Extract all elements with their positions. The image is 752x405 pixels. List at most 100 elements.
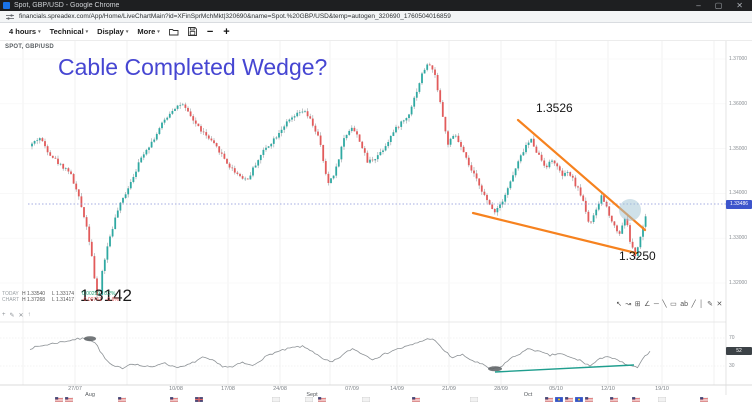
price-axis-label: 1.34000	[729, 190, 748, 197]
draw-tool-icon[interactable]: ✕	[716, 301, 723, 308]
us-flag-icon[interactable]	[65, 397, 73, 402]
plain-flag-icon[interactable]	[272, 397, 280, 402]
plain-flag-icon[interactable]	[305, 397, 313, 402]
wedge-bottom-price-label: 1.3250	[619, 249, 656, 263]
date-axis-label: 14/09	[390, 386, 404, 392]
plain-flag-icon[interactable]	[658, 397, 666, 402]
us-flag-icon[interactable]	[55, 397, 63, 402]
us-flag-icon[interactable]	[565, 397, 573, 402]
legend-cell: -0.6%	[105, 297, 119, 303]
menu-label: More	[137, 27, 156, 36]
us-flag-icon[interactable]	[318, 397, 326, 402]
ohlc-legend: TODAY H 1.33540 L 1.33174 0.00299 0.2% CHART H…	[2, 291, 119, 303]
date-axis-label: 05/10	[549, 386, 563, 392]
browser-url-bar: financials.spreadex.com/App/Home/LiveCha…	[0, 11, 752, 23]
draw-tool-icon[interactable]: │	[699, 301, 704, 308]
draw-tool-icon[interactable]: ↝	[625, 301, 632, 308]
date-axis-label: 21/09	[442, 386, 456, 392]
menu-label: 4 hours	[9, 27, 37, 36]
legend-cell: TODAY	[2, 291, 19, 297]
date-axis-label: 28/09	[494, 386, 508, 392]
eu-flag-icon[interactable]	[555, 397, 563, 402]
mini-tool-icon[interactable]: ↑	[27, 312, 31, 318]
window-controls: – ▢ ✕	[696, 0, 752, 11]
chart-toolbar: 4 hours ▾ Technical ▾ Display ▾ More ▾ − +	[0, 23, 752, 41]
mini-tool-icon[interactable]: ✕	[18, 313, 24, 319]
month-axis-label: Aug	[85, 392, 95, 398]
zoom-in-button[interactable]: +	[223, 25, 230, 38]
rsi-lower-band-label: 30	[729, 363, 735, 369]
draw-tool-icon[interactable]: ─	[653, 301, 659, 308]
legend-cell: L 1.33174	[52, 291, 75, 297]
price-axis-label: 1.35000	[729, 145, 748, 152]
mini-tool-icon[interactable]: +	[2, 312, 6, 318]
us-flag-icon[interactable]	[632, 397, 640, 402]
plain-flag-icon[interactable]	[362, 397, 370, 402]
legend-cell: L 1.31417	[52, 297, 75, 303]
tune-icon[interactable]	[6, 13, 14, 21]
draw-tool-icon[interactable]: ab	[680, 301, 689, 308]
zoom-out-button[interactable]: −	[206, 25, 214, 38]
menu-4-hours[interactable]: 4 hours ▾	[9, 27, 41, 36]
url-text[interactable]: financials.spreadex.com/App/Home/LiveCha…	[19, 13, 451, 20]
gb-flag-icon[interactable]	[195, 397, 203, 402]
legend-cell: CHART	[2, 297, 20, 303]
minimize-button[interactable]: –	[696, 1, 701, 10]
maximize-button[interactable]: ▢	[714, 1, 723, 10]
app-favicon-icon	[3, 2, 10, 9]
date-axis-label: 19/10	[655, 386, 669, 392]
us-flag-icon[interactable]	[585, 397, 593, 402]
wedge-top-price-label: 1.3526	[536, 101, 573, 115]
save-icon[interactable]	[187, 27, 197, 36]
us-flag-icon[interactable]	[545, 397, 553, 402]
us-flag-icon[interactable]	[170, 397, 178, 402]
draw-tool-icon[interactable]: ⊞	[634, 301, 641, 308]
legend-cell: 0.2%	[104, 291, 116, 297]
date-axis-label: 07/09	[345, 386, 359, 392]
menu-technical[interactable]: Technical ▾	[50, 27, 89, 36]
legend-mini-toolbar: + ✎ ✕ ↑	[2, 312, 31, 319]
date-axis-label: 12/10	[601, 386, 615, 392]
menu-label: Technical	[49, 27, 84, 36]
menu-display[interactable]: Display ▾	[97, 27, 128, 36]
us-flag-icon[interactable]	[118, 397, 126, 402]
draw-tool-icon[interactable]: ∠	[644, 301, 651, 308]
menu-label: Display	[97, 27, 124, 36]
close-button[interactable]: ✕	[736, 1, 743, 10]
date-axis-label: 17/08	[221, 386, 235, 392]
date-axis-label: 10/08	[169, 386, 183, 392]
rsi-upper-band-label: 70	[729, 335, 735, 341]
window-titlebar: Spot, GBP/USD - Google Chrome – ▢ ✕	[0, 0, 752, 11]
legend-cell: 0.00299	[82, 291, 101, 297]
chevron-down-icon: ▾	[125, 28, 129, 35]
draw-tool-icon[interactable]: ↖	[616, 301, 622, 308]
plain-flag-icon[interactable]	[470, 397, 478, 402]
rsi-value-badge: 52	[726, 346, 752, 355]
us-flag-icon[interactable]	[610, 397, 618, 402]
draw-tool-icon[interactable]: ✎	[707, 301, 713, 308]
draw-tool-icon[interactable]: ▭	[670, 301, 677, 308]
draw-tool-icon[interactable]: ╲	[662, 301, 667, 308]
us-flag-icon[interactable]	[412, 397, 420, 402]
menu-more[interactable]: More ▾	[137, 27, 159, 36]
eu-flag-icon[interactable]	[575, 397, 583, 402]
price-axis-label: 1.32000	[729, 280, 748, 286]
open-folder-icon[interactable]	[168, 28, 179, 36]
symbol-label: SPOT, GBP/USD	[5, 44, 54, 50]
august-low-price-label: 1.3142	[80, 286, 132, 305]
current-price-badge: 1.33486	[726, 199, 752, 209]
legend-cell: H 1.37268	[22, 297, 46, 303]
month-axis-label: Oct	[523, 392, 533, 398]
legend-cell: H 1.33540	[22, 291, 46, 297]
legend-cell: -0.00741	[82, 297, 102, 303]
us-flag-icon[interactable]	[700, 397, 708, 402]
price-axis-label: 1.37000	[729, 56, 748, 62]
mini-tool-icon[interactable]: ✎	[9, 313, 15, 319]
window-title: Spot, GBP/USD - Google Chrome	[14, 2, 120, 9]
draw-tool-icon[interactable]: ╱	[691, 301, 696, 308]
price-axis-label: 1.33000	[729, 235, 748, 242]
chevron-down-icon: ▾	[85, 28, 89, 35]
month-axis-label: Sept	[306, 392, 318, 398]
